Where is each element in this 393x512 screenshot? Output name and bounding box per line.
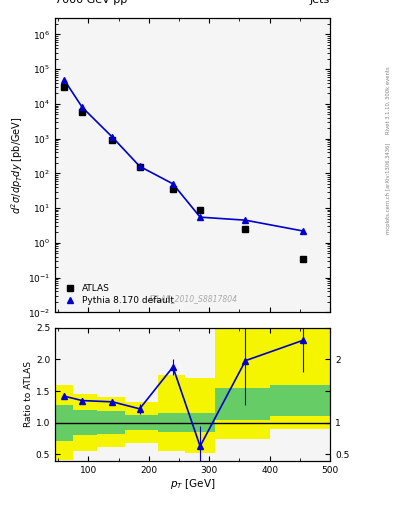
ATLAS [301, 255, 305, 262]
Pythia 8.170 default [301, 228, 305, 234]
ATLAS [198, 207, 202, 213]
Text: Rivet 3.1.10, 300k events: Rivet 3.1.10, 300k events [386, 67, 391, 134]
ATLAS [110, 137, 115, 143]
Pythia 8.170 default [137, 163, 142, 169]
Pythia 8.170 default [243, 217, 248, 223]
Pythia 8.170 default [80, 104, 84, 111]
Y-axis label: $d^2\sigma/dp_T dy$ [pb/GeV]: $d^2\sigma/dp_T dy$ [pb/GeV] [9, 116, 25, 214]
Pythia 8.170 default [198, 214, 202, 220]
ATLAS [62, 84, 66, 91]
ATLAS [80, 109, 84, 115]
Pythia 8.170 default [62, 77, 66, 83]
X-axis label: $p_T$ [GeV]: $p_T$ [GeV] [170, 477, 215, 492]
Text: 7000 GeV pp: 7000 GeV pp [55, 0, 127, 5]
Text: Jets: Jets [310, 0, 330, 5]
ATLAS [137, 164, 142, 170]
Pythia 8.170 default [110, 134, 115, 140]
ATLAS [171, 186, 175, 193]
Pythia 8.170 default [171, 181, 175, 187]
Line: ATLAS: ATLAS [61, 84, 306, 262]
Legend: ATLAS, Pythia 8.170 default: ATLAS, Pythia 8.170 default [59, 282, 177, 308]
ATLAS [243, 226, 248, 232]
Line: Pythia 8.170 default: Pythia 8.170 default [61, 77, 306, 234]
Y-axis label: Ratio to ATLAS: Ratio to ATLAS [24, 361, 33, 427]
Text: ATLAS_2010_S8817804: ATLAS_2010_S8817804 [147, 294, 238, 304]
Text: mcplots.cern.ch [arXiv:1306.3436]: mcplots.cern.ch [arXiv:1306.3436] [386, 143, 391, 234]
